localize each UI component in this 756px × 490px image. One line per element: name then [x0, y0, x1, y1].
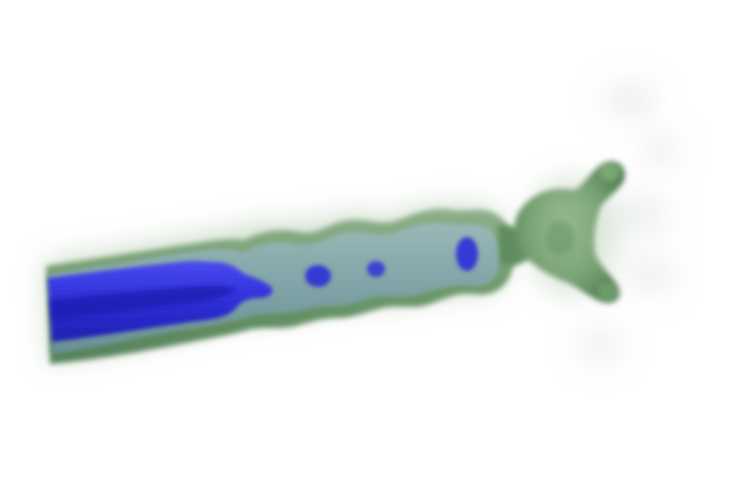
- head-haze: [526, 176, 618, 296]
- cavity-spots: [305, 237, 478, 287]
- background-haze: [576, 82, 682, 365]
- cavity-spot: [367, 261, 385, 277]
- cavity-spot: [305, 265, 331, 287]
- cavity-spot: [456, 237, 478, 271]
- inner-core-stripe: [50, 285, 236, 320]
